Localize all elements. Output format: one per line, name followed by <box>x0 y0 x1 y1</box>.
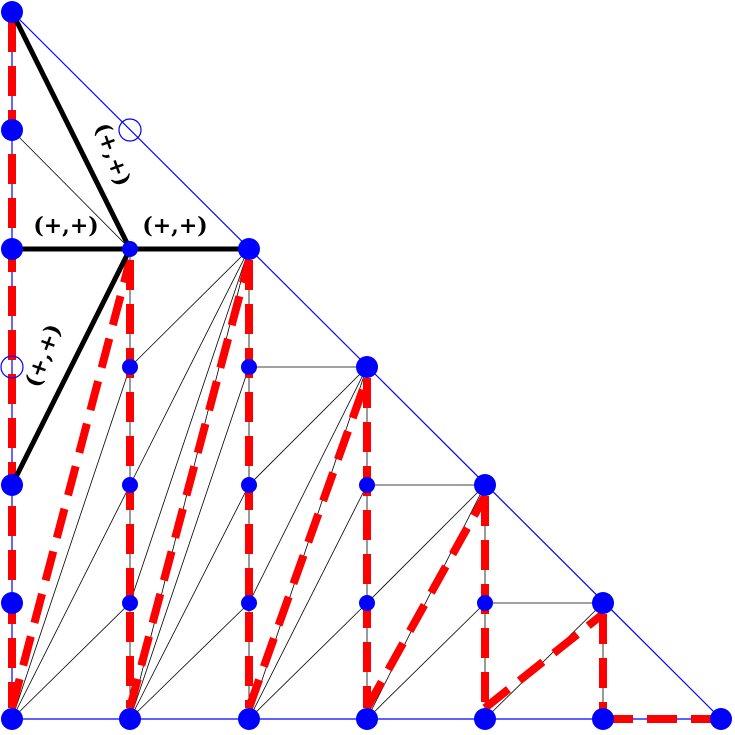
path-segment <box>363 494 489 710</box>
mesh-node <box>1 119 23 141</box>
mesh-node-small <box>122 241 138 257</box>
mesh-node-small <box>241 595 257 611</box>
mesh-edges <box>11 129 604 720</box>
label-lower-diagonal: (+,+) <box>20 320 67 390</box>
mesh-edge <box>248 366 368 486</box>
mesh-edge <box>484 602 604 720</box>
mesh-edge <box>366 484 486 604</box>
open-node-marker <box>118 118 142 142</box>
mesh-edge <box>129 366 250 720</box>
mesh-node <box>356 708 378 730</box>
mesh-edge <box>366 484 486 720</box>
open-circle-markers <box>0 118 142 379</box>
open-node-marker <box>0 355 24 379</box>
mesh-node <box>474 474 496 496</box>
mesh-edge <box>129 602 250 720</box>
mesh-node <box>1 708 23 730</box>
mesh-edge <box>248 484 368 720</box>
mesh-node <box>1 1 23 23</box>
mesh-edge <box>366 602 486 720</box>
mesh-node <box>710 708 732 730</box>
star-edge <box>9 247 133 487</box>
mesh-node <box>119 708 141 730</box>
path-segment <box>8 258 134 710</box>
mesh-edge <box>11 366 131 720</box>
mesh-node <box>1 238 23 260</box>
mesh-edge <box>129 248 250 368</box>
mesh-node-small <box>122 359 138 375</box>
mesh-edge <box>129 248 250 486</box>
label-left-horizontal: (+,+) <box>33 213 98 239</box>
mesh-edge <box>248 602 368 720</box>
label-right-horizontal: (+,+) <box>142 213 207 239</box>
path-segment <box>126 258 253 710</box>
mesh-node-small <box>241 359 257 375</box>
mesh-node-small <box>122 595 138 611</box>
mesh-node <box>238 708 260 730</box>
mesh-node <box>356 356 378 378</box>
mesh-node <box>592 592 614 614</box>
mesh-node-small <box>359 477 375 493</box>
mesh-edge <box>129 484 250 720</box>
mesh-node <box>592 708 614 730</box>
mesh-node <box>474 708 496 730</box>
mesh-node <box>1 474 23 496</box>
mesh-node-small <box>359 595 375 611</box>
mesh-edge <box>11 484 131 720</box>
mesh-node <box>238 238 260 260</box>
star-edge <box>9 10 133 251</box>
path-segment <box>482 610 606 712</box>
mesh-node-small <box>122 477 138 493</box>
mesh-edge <box>248 366 368 604</box>
mesh-node-small <box>241 477 257 493</box>
mesh-edge <box>129 248 250 604</box>
mesh-edge <box>11 129 131 250</box>
path-segment <box>245 376 371 710</box>
mesh-node-small <box>477 595 493 611</box>
mesh-edge <box>11 602 131 720</box>
highlighted-star-edges <box>9 10 249 487</box>
mesh-node <box>1 592 23 614</box>
